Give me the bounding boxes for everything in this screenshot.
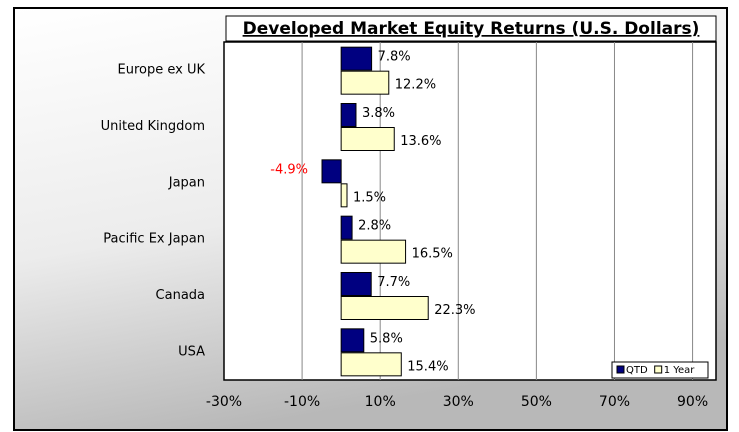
data-label: 22.3% [434, 303, 475, 318]
x-tick-label: 70% [599, 394, 630, 410]
legend-label: QTD [626, 365, 648, 376]
data-label: 16.5% [412, 247, 453, 262]
bar [340, 272, 372, 296]
y-tick-label: Canada [156, 288, 205, 303]
chart-title: Developed Market Equity Returns (U.S. Do… [243, 19, 700, 39]
bar [340, 215, 353, 240]
bar [340, 328, 365, 353]
bar [340, 46, 373, 71]
data-label: 5.8% [370, 331, 403, 346]
bar [340, 183, 348, 208]
title-box [225, 15, 717, 42]
y-tick-label: Europe ex UK [118, 63, 206, 78]
data-label: -4.9% [270, 162, 308, 177]
legend-label: 1 Year [664, 365, 696, 376]
data-label: 2.8% [358, 219, 391, 234]
y-tick-label: Pacific Ex Japan [103, 232, 205, 247]
bar [340, 127, 395, 151]
y-tick-label: USA [178, 344, 205, 359]
bar [340, 103, 357, 127]
data-label: 12.2% [395, 78, 436, 93]
y-tick-label: Japan [168, 175, 205, 190]
data-label: 3.8% [362, 106, 395, 121]
data-label: 7.7% [377, 275, 410, 290]
data-label: 7.8% [378, 50, 411, 65]
plot-area [223, 41, 717, 381]
bar [340, 70, 390, 95]
x-tick-label: 30% [443, 394, 474, 410]
data-label: 15.4% [407, 359, 448, 374]
bar [340, 296, 429, 320]
data-label: 1.5% [353, 190, 386, 205]
x-tick-label: 90% [677, 394, 708, 410]
bar [340, 239, 407, 264]
data-label: 13.6% [400, 134, 441, 149]
x-tick-label: -30% [206, 394, 242, 410]
bar [340, 352, 402, 377]
x-tick-label: 50% [521, 394, 552, 410]
x-tick-label: 10% [365, 394, 396, 410]
legend-swatch [616, 365, 625, 374]
y-tick-label: United Kingdom [101, 119, 205, 134]
x-tick-label: -10% [284, 394, 320, 410]
legend-swatch [654, 365, 663, 374]
bar [321, 159, 342, 184]
